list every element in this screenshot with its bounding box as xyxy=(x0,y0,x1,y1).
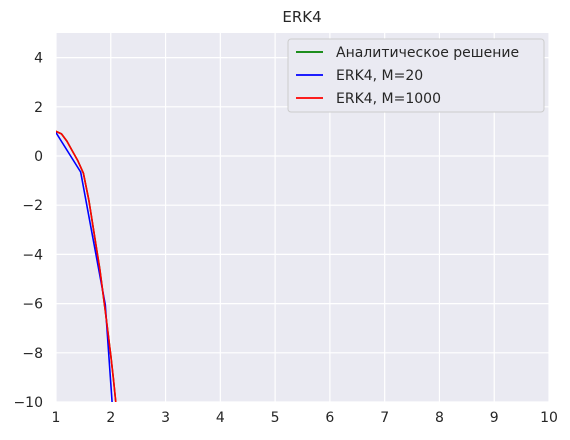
x-tick-label: 6 xyxy=(325,410,334,426)
legend-label: ERK4, M=20 xyxy=(336,68,423,84)
y-tick-label: 4 xyxy=(34,51,43,67)
x-tick-label: 9 xyxy=(490,410,499,426)
legend: Аналитическое решение ERK4, M=20 ERK4, M=1… xyxy=(287,38,545,113)
y-tick-label: −6 xyxy=(22,297,43,313)
y-tick-label: −10 xyxy=(13,395,43,411)
y-tick-label: 0 xyxy=(34,149,43,165)
y-tick-label: −2 xyxy=(22,198,43,214)
series-layer xyxy=(56,130,117,402)
series-line-3 xyxy=(56,130,117,402)
x-tick-label: 7 xyxy=(380,410,389,426)
legend-box xyxy=(287,38,545,113)
x-tick-label: 8 xyxy=(435,410,444,426)
x-tick-label: 3 xyxy=(161,410,170,426)
legend-label: Аналитическое решение xyxy=(336,45,519,61)
y-tick-label: 2 xyxy=(34,100,43,116)
y-tick-labels: 4 2 0 −2 −4 −6 −8 −10 xyxy=(13,51,43,411)
legend-label: ERK4, M=1000 xyxy=(336,91,441,107)
chart-title: ERK4 xyxy=(282,8,321,26)
x-tick-label: 10 xyxy=(540,410,558,426)
x-tick-label: 2 xyxy=(106,410,115,426)
x-tick-label: 4 xyxy=(216,410,225,426)
series-line-2 xyxy=(56,131,113,402)
y-tick-label: −8 xyxy=(22,346,43,362)
x-tick-labels: 1 2 3 4 5 6 7 8 9 10 xyxy=(52,410,558,426)
x-tick-label: 5 xyxy=(271,410,280,426)
y-tick-label: −4 xyxy=(22,247,43,263)
x-tick-label: 1 xyxy=(52,410,61,426)
